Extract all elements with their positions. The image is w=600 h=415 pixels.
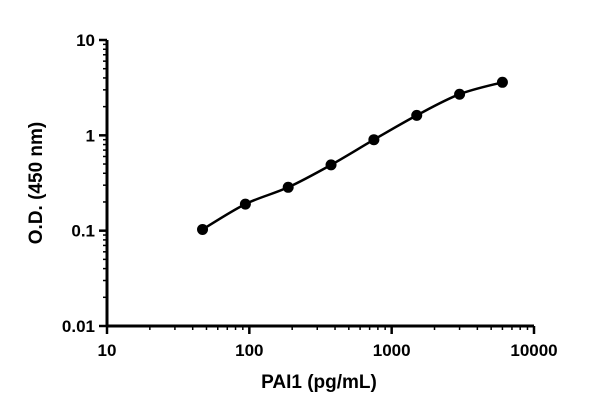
x-axis: 10 100 1000 10000	[98, 324, 558, 360]
y-tick-label: 10	[76, 31, 95, 50]
y-tick-label: 0.1	[71, 222, 95, 241]
y-axis-label: O.D. (450 nm)	[26, 122, 47, 244]
plot-area	[197, 76, 508, 235]
x-tick-label: 10000	[510, 341, 557, 360]
y-axis: 0.01 0.1 1 10	[62, 31, 109, 336]
data-point	[454, 88, 466, 100]
x-tick-label: 10	[98, 341, 117, 360]
data-point	[411, 109, 423, 121]
data-point	[368, 134, 380, 146]
data-point	[325, 159, 337, 171]
data-point	[496, 76, 508, 88]
x-tick-label: 100	[235, 341, 263, 360]
x-axis-label: PAI1 (pg/mL)	[261, 372, 377, 393]
data-point	[197, 223, 209, 235]
y-tick-label: 0.01	[62, 317, 95, 336]
data-point	[282, 181, 294, 193]
data-point	[239, 198, 251, 210]
x-tick-label: 1000	[373, 341, 411, 360]
y-tick-label: 1	[86, 126, 95, 145]
